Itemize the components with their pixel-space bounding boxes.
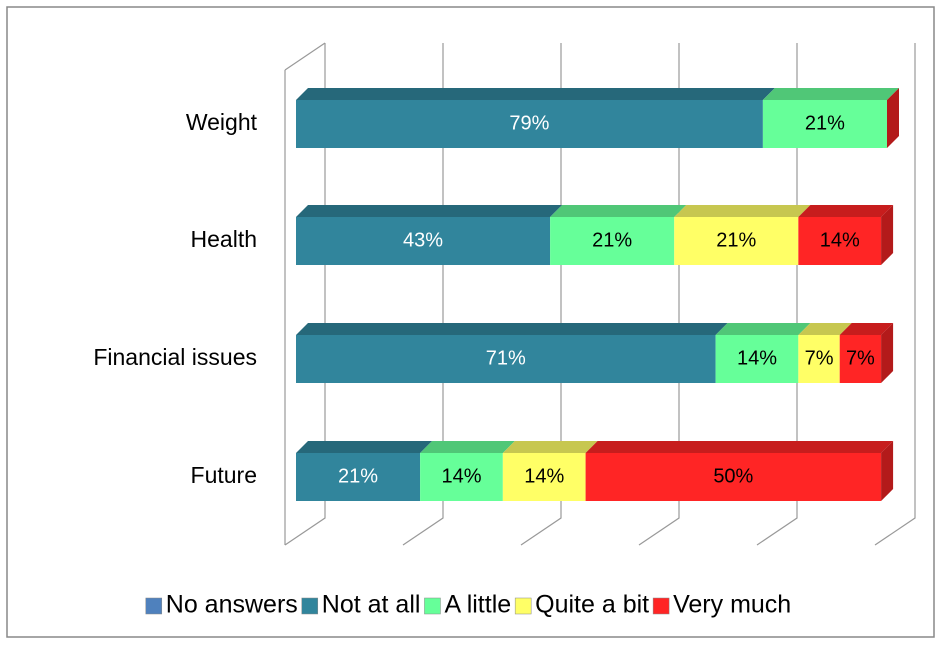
grid-line xyxy=(874,43,916,546)
bar xyxy=(839,335,882,383)
category-label: Weight xyxy=(186,109,258,135)
legend-swatch xyxy=(652,597,670,615)
bar-side xyxy=(887,88,899,148)
bar-top xyxy=(798,205,894,217)
walls xyxy=(284,42,326,545)
grid-line xyxy=(520,43,562,546)
grid-line xyxy=(284,43,326,546)
bar-top xyxy=(502,441,598,453)
grid-line xyxy=(638,43,680,546)
bar xyxy=(420,453,503,501)
bar xyxy=(502,453,586,501)
legend-label: No answers xyxy=(166,591,298,619)
legend-swatch xyxy=(145,597,163,615)
bar xyxy=(296,217,551,265)
bar xyxy=(296,100,763,148)
legend-label: Very much xyxy=(673,591,791,619)
data-label: 21% xyxy=(338,465,378,487)
legend-label: Not at all xyxy=(322,591,421,619)
bar-top xyxy=(674,205,811,217)
data-label: 14% xyxy=(820,229,860,251)
bar xyxy=(798,335,840,383)
bar-side xyxy=(881,205,894,265)
data-label: 14% xyxy=(737,347,777,369)
bar-top xyxy=(762,88,899,100)
data-label: 21% xyxy=(716,229,756,251)
bar-top xyxy=(715,323,811,335)
data-label: 79% xyxy=(509,112,549,134)
bar-top xyxy=(585,441,894,453)
bar xyxy=(762,100,887,148)
bar xyxy=(550,217,675,265)
category-label: Health xyxy=(191,226,257,252)
bar xyxy=(296,335,716,383)
bar xyxy=(585,453,882,501)
data-label: 14% xyxy=(441,465,481,487)
bar-top xyxy=(296,88,775,100)
legend-label: A little xyxy=(444,591,511,619)
legend-swatch xyxy=(301,597,319,615)
legend-label: Quite a bit xyxy=(535,591,649,619)
data-label: 21% xyxy=(592,229,632,251)
data-label: 21% xyxy=(805,112,845,134)
bar xyxy=(798,217,882,265)
category-label: Financial issues xyxy=(93,344,257,370)
data-label: 7% xyxy=(846,347,875,369)
bar-top xyxy=(798,323,852,335)
grid-line xyxy=(402,43,444,546)
data-label: 50% xyxy=(713,465,753,487)
bar xyxy=(296,453,421,501)
bar-top xyxy=(420,441,515,453)
data-label: 71% xyxy=(486,347,526,369)
bar-side xyxy=(881,441,894,501)
legend-swatch xyxy=(424,597,441,615)
data-label: 43% xyxy=(403,229,443,251)
bar-side xyxy=(881,323,894,383)
bar-top xyxy=(296,441,433,453)
bar xyxy=(674,217,799,265)
bar-top xyxy=(296,205,563,217)
legend-swatch xyxy=(514,597,532,615)
data-label: 7% xyxy=(805,347,834,369)
category-label: Future xyxy=(191,462,257,488)
bar-top xyxy=(550,205,687,217)
grid-line xyxy=(756,43,798,546)
bar-top xyxy=(839,323,894,335)
bar xyxy=(715,335,799,383)
bar-top xyxy=(296,323,728,335)
data-label: 14% xyxy=(524,465,564,487)
